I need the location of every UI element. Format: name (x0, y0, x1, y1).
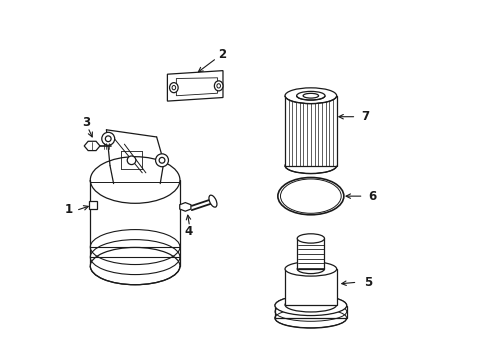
Ellipse shape (297, 264, 324, 274)
Ellipse shape (90, 247, 180, 285)
Ellipse shape (105, 136, 111, 141)
Polygon shape (180, 203, 190, 211)
Bar (285, 269, 336, 305)
Text: 1: 1 (64, 203, 72, 216)
Ellipse shape (303, 93, 318, 98)
Ellipse shape (297, 234, 324, 243)
Ellipse shape (274, 296, 346, 316)
Ellipse shape (155, 154, 168, 167)
Ellipse shape (285, 158, 336, 174)
Ellipse shape (214, 81, 223, 91)
Bar (297, 238, 324, 269)
Bar (274, 306, 346, 318)
Text: 3: 3 (82, 116, 91, 129)
Text: 6: 6 (367, 190, 376, 203)
Bar (285, 96, 336, 166)
Polygon shape (176, 78, 217, 96)
Polygon shape (167, 71, 223, 101)
Bar (90, 180, 180, 266)
Ellipse shape (285, 262, 336, 276)
Ellipse shape (285, 298, 336, 312)
Ellipse shape (285, 88, 336, 104)
Ellipse shape (274, 308, 346, 328)
Ellipse shape (159, 157, 164, 163)
Ellipse shape (127, 156, 136, 165)
Ellipse shape (277, 177, 343, 215)
Text: 2: 2 (218, 48, 225, 61)
Ellipse shape (169, 83, 178, 93)
Ellipse shape (90, 157, 180, 203)
Ellipse shape (172, 86, 175, 90)
Ellipse shape (217, 84, 220, 88)
Text: 7: 7 (360, 110, 368, 123)
Ellipse shape (280, 179, 341, 213)
Text: 4: 4 (184, 225, 193, 238)
Polygon shape (84, 141, 100, 150)
Bar (88, 201, 97, 209)
Ellipse shape (102, 132, 115, 145)
Ellipse shape (208, 195, 217, 207)
Ellipse shape (296, 91, 325, 100)
Text: 5: 5 (363, 276, 371, 289)
